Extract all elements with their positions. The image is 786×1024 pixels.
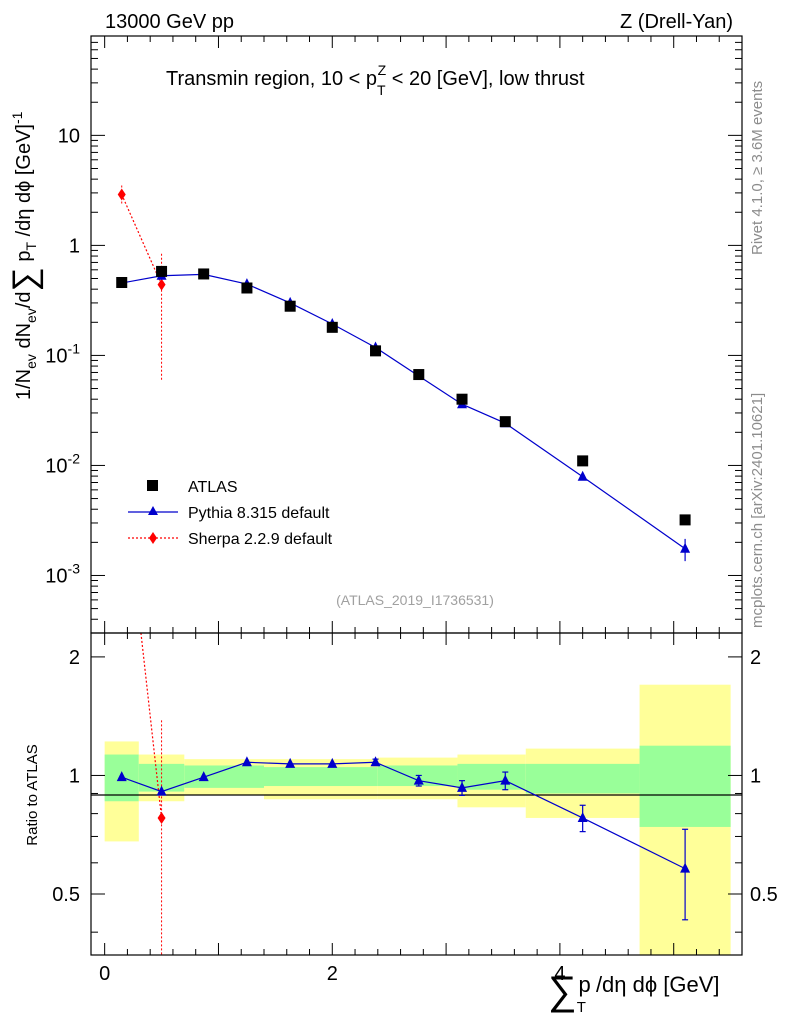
atlas-point [284, 300, 296, 312]
y-tick-label-main: 10-1 [45, 340, 80, 367]
atlas-point [679, 514, 691, 526]
y-tick-label-main: 10-3 [45, 560, 80, 587]
x-axis-label: ∑p T/dη dϕ [GeV] [548, 969, 720, 1016]
pythia-ratio-point [457, 781, 468, 792]
main-panel [91, 36, 742, 633]
x-tick-label: 4 [554, 963, 565, 985]
y-tick-label-main: 1 [69, 235, 80, 257]
inner-band-7 [639, 745, 731, 827]
main-series-group [116, 185, 691, 562]
pythia-ratio-point [327, 757, 338, 768]
header-right: Z (Drell-Yan) [620, 11, 733, 33]
pythia-ratio-point [370, 756, 381, 767]
x-tick-label: 2 [327, 963, 338, 985]
y-tick-label-ratio: 2 [69, 647, 80, 669]
pythia-ratio-point [241, 756, 252, 767]
axis-ticks: 0 2 4 10-3 10-2 10-1 1 10 0.5 0.5 1 1 2 2 [45, 35, 778, 985]
pythia-point [680, 542, 691, 553]
pythia-line [121, 273, 686, 550]
pythia-ratio-point [198, 771, 209, 782]
x-tick-label: 0 [99, 963, 110, 985]
sherpa-line [121, 194, 163, 285]
sherpa-ratio-line [140, 632, 163, 819]
y-tick-label-main: 10-2 [45, 450, 80, 477]
pythia-ratio-point [413, 774, 424, 785]
atlas-point [499, 416, 511, 428]
atlas-point [241, 282, 253, 294]
ratio-series-group [116, 632, 691, 955]
atlas-point [326, 321, 338, 333]
title-sub: T [377, 82, 386, 98]
rivet-label: Rivet 4.1.0, ≥ 3.6M events [749, 81, 766, 255]
pythia-ratio-point [116, 771, 127, 782]
pythia-ratio-point [285, 757, 296, 768]
legend-pythia-marker [148, 506, 158, 515]
header-left: 13000 GeV pp [105, 11, 234, 33]
pythia-ratio-point [156, 785, 167, 796]
legend-atlas-marker [147, 480, 158, 491]
legend-atlas-label: ATLAS [188, 479, 238, 496]
title-pre: Transmin region, 10 < p [166, 68, 377, 90]
sherpa-point [117, 188, 126, 201]
legend: ATLAS Pythia 8.315 default Sherpa 2.2.9 … [128, 479, 333, 548]
y-tick-label-main: 10 [58, 125, 80, 147]
atlas-point [413, 369, 425, 381]
y-tick-label-ratio-right: 1 [750, 765, 761, 787]
atlas-point [116, 276, 128, 288]
y-tick-label-ratio: 1 [69, 765, 80, 787]
y-axis-label-ratio: Ratio to ATLAS [24, 744, 41, 845]
sherpa-point [157, 278, 166, 291]
atlas-point [156, 265, 168, 277]
inner-band-3 [263, 767, 378, 787]
ratio-frame [90, 632, 743, 956]
title-post: < 20 [GeV], low thrust [386, 68, 585, 90]
y-tick-label-ratio-right: 0.5 [750, 884, 778, 906]
sherpa-ratio-point [157, 811, 166, 824]
pythia-ratio-point [680, 862, 691, 873]
legend-sherpa-label: Sherpa 2.2.9 default [188, 531, 333, 548]
ratio-uncertainty-bands [104, 684, 731, 955]
y-axis-label-main: 1/Nev dNev/d∑ pT /dη dϕ [GeV]-1 [6, 111, 44, 400]
mcplots-label: mcplots.cern.ch [arXiv:2401.10621] [749, 393, 766, 628]
analysis-id: (ATLAS_2019_I1736531) [336, 592, 494, 608]
y-tick-label-ratio-right: 2 [750, 647, 761, 669]
atlas-point [577, 455, 589, 467]
atlas-point [456, 393, 468, 405]
legend-sherpa-marker [149, 532, 157, 544]
pythia-ratio-point [577, 811, 588, 822]
legend-pythia-label: Pythia 8.315 default [188, 505, 330, 522]
chart-title: Transmin region, 10 < pTZ < 20 [GeV], lo… [166, 62, 585, 98]
y-tick-label-ratio: 0.5 [52, 884, 80, 906]
pythia-ratio-line [121, 761, 686, 870]
atlas-point [370, 345, 382, 357]
pythia-point [577, 470, 588, 481]
title-sup: Z [378, 62, 387, 78]
inner-band-2 [184, 765, 264, 788]
pythia-ratio-point [500, 774, 511, 785]
atlas-point [198, 268, 210, 280]
inner-band-6 [525, 763, 640, 794]
